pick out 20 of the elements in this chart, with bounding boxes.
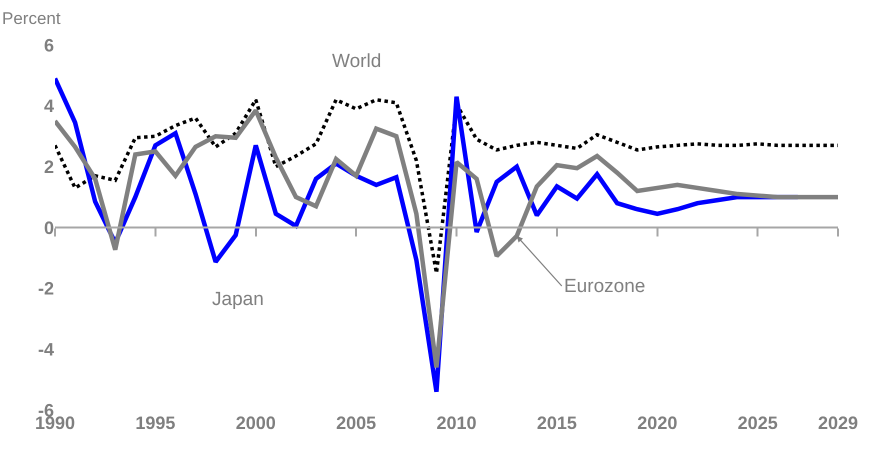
text: Eurozone [564,276,646,297]
x-tick-label: 2020 [637,413,678,433]
y-tick-label: -4 [38,339,54,360]
x-tick-label: 2005 [336,413,376,433]
x-tick-label: 2025 [738,413,778,433]
y-axis-title: Percent [2,9,61,28]
line-series [55,98,838,275]
line-series [55,108,838,370]
y-tick-label: 2 [44,156,54,177]
x-tick-label: 1995 [135,413,176,433]
y-tick-label: 6 [44,35,54,56]
y-tick-label: -2 [38,278,54,299]
series-label: World [332,51,382,72]
y-tick-label: 4 [44,96,54,116]
x-tick-label: 2010 [436,413,477,433]
x-tick-label: 2015 [536,413,577,433]
series-label: Japan [212,289,264,310]
x-tick-label: 2000 [236,413,276,433]
y-tick-label: 0 [44,218,54,238]
x-tick-label: 2029 [818,413,858,433]
